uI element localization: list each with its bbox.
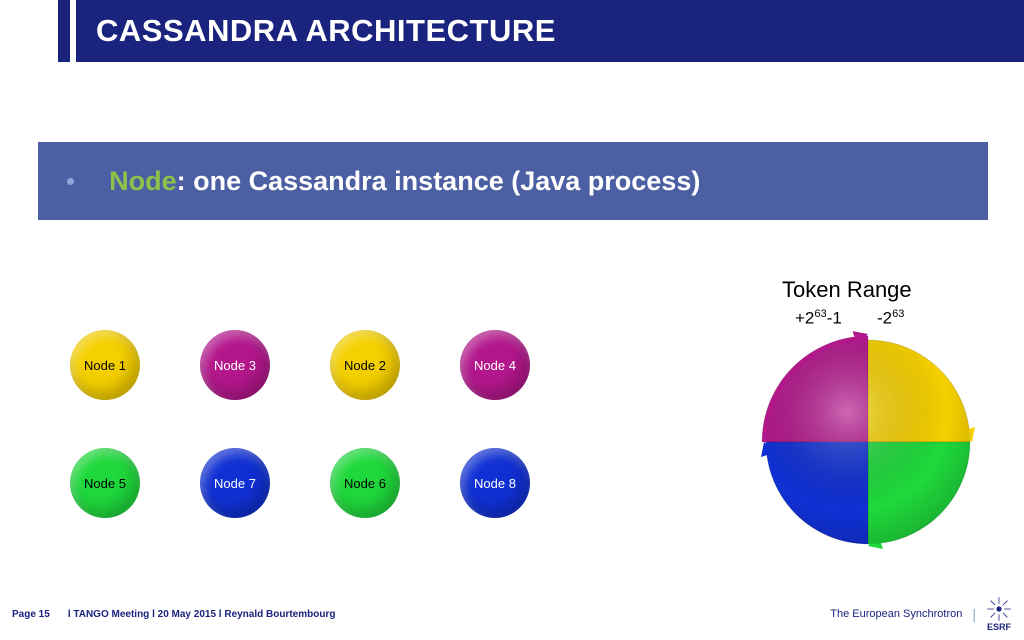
slide-title: CASSANDRA ARCHITECTURE (76, 0, 1024, 62)
node-row: Node 5 Node 7 Node 6 Node 8 (70, 448, 630, 518)
slide-footer: Page 15 l TANGO Meeting l 20 May 2015 l … (12, 596, 1012, 632)
token-minus-exp: 63 (892, 308, 904, 320)
token-range-min: -263 (877, 308, 904, 329)
node-circle: Node 5 (70, 448, 140, 518)
token-plus-tail: -1 (827, 309, 842, 328)
token-plus-base: +2 (795, 309, 814, 328)
esrf-logo: ESRF (986, 596, 1012, 632)
org-name: The European Synchrotron (830, 608, 962, 620)
title-bar: CASSANDRA ARCHITECTURE (0, 0, 1024, 62)
node-circle: Node 7 (200, 448, 270, 518)
bullet-rest: : one Cassandra instance (Java process) (177, 166, 701, 196)
footer-right: The European Synchrotron | ESRF (830, 596, 1012, 632)
token-minus-base: -2 (877, 309, 892, 328)
bullet-text: Node: one Cassandra instance (Java proce… (109, 166, 700, 197)
node-circle: Node 3 (200, 330, 270, 400)
footer-divider: | (972, 606, 976, 622)
token-ring-diagram (758, 330, 978, 550)
bullet-highlight: Node (109, 166, 177, 196)
title-gap (58, 0, 70, 62)
token-range-title: Token Range (782, 277, 912, 303)
esrf-text: ESRF (987, 622, 1011, 632)
bullet-marker: • (66, 168, 75, 194)
esrf-icon (986, 596, 1012, 622)
bullet-block: • Node: one Cassandra instance (Java pro… (38, 142, 988, 220)
token-range-max: +263-1 (795, 308, 842, 329)
footer-meta: l TANGO Meeting l 20 May 2015 l Reynald … (68, 609, 336, 620)
nodes-grid: Node 1Node 3Node 2Node 4 Node 5Node 7Nod… (70, 330, 630, 566)
page-number: Page 15 (12, 609, 50, 620)
node-circle: Node 2 (330, 330, 400, 400)
token-plus-exp: 63 (814, 308, 826, 320)
title-accent-block (0, 0, 58, 62)
node-circle: Node 4 (460, 330, 530, 400)
node-circle: Node 6 (330, 448, 400, 518)
node-row: Node 1 Node 3 Node 2 Node 4 (70, 330, 630, 400)
node-circle: Node 1 (70, 330, 140, 400)
node-circle: Node 8 (460, 448, 530, 518)
